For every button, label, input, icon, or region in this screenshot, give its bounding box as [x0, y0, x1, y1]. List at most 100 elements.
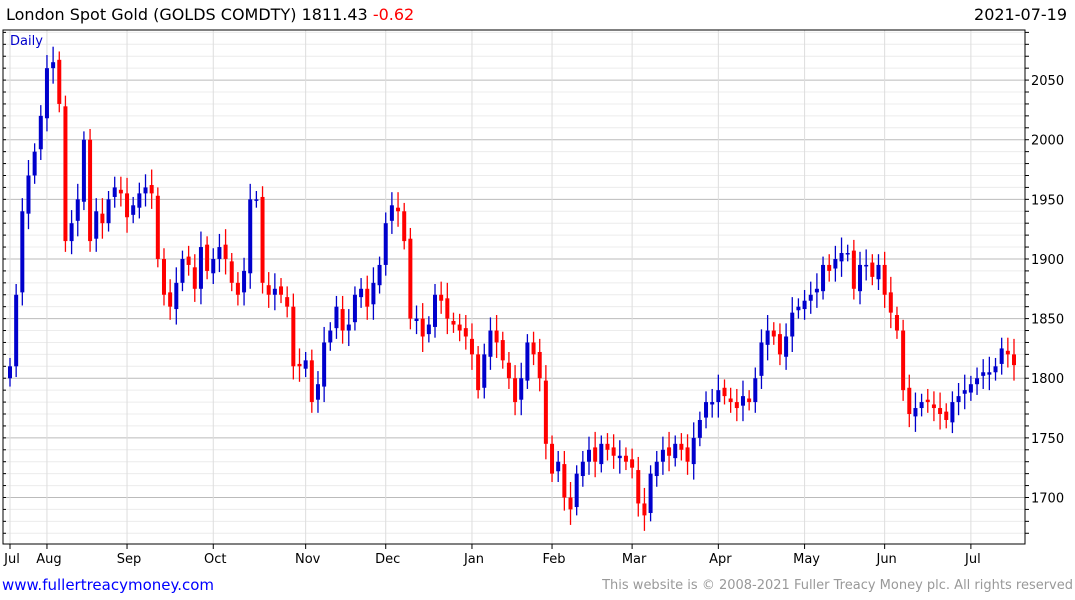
candle-body [359, 288, 364, 298]
candle-body [69, 223, 74, 242]
candle-body [642, 503, 647, 516]
x-tick-label: Nov [295, 552, 321, 567]
x-tick-label: Dec [375, 552, 400, 567]
candle-body [925, 399, 930, 403]
candle-body [543, 380, 548, 444]
candle-body [956, 396, 961, 403]
candle-body [722, 387, 727, 397]
candle-body [790, 312, 795, 337]
candle-body [882, 264, 887, 295]
website-link[interactable]: www.fullertreacymoney.com [2, 576, 215, 594]
candle-body [931, 404, 936, 409]
candle-body [383, 223, 388, 265]
candle-body [297, 363, 302, 367]
candle-body [753, 378, 758, 403]
candle-body [291, 306, 296, 367]
candle-body [771, 330, 776, 337]
candle-body [950, 402, 955, 423]
candle-body [389, 205, 394, 221]
candle-body [211, 258, 216, 274]
candle-body [901, 330, 906, 391]
candle-body [402, 211, 407, 242]
candle-body [143, 187, 148, 194]
candle-body [993, 366, 998, 373]
candle-body [605, 443, 610, 450]
candle-body [691, 437, 696, 465]
candle-body [125, 193, 130, 218]
copyright-notice: This website is © 2008-2021 Fuller Treac… [602, 578, 1073, 593]
candle-body [8, 366, 12, 379]
candle-body [913, 408, 918, 417]
candle-body [697, 419, 702, 438]
candle-body [100, 213, 105, 224]
candle-body [808, 294, 813, 301]
candle-body [26, 175, 31, 214]
candle-body [106, 199, 111, 224]
candle-body [796, 306, 801, 311]
candle-body [433, 294, 438, 327]
candle-body [112, 187, 117, 197]
candle-body [981, 372, 986, 376]
candle-body [365, 288, 370, 307]
candle-body [75, 199, 80, 221]
candle-body [174, 282, 179, 310]
candle-body [488, 330, 493, 357]
candle-body [180, 258, 185, 283]
candle-body [328, 330, 333, 343]
candle-body [217, 247, 222, 259]
candle-body [870, 262, 875, 277]
x-tick-label: Mar [622, 552, 647, 567]
candle-body [623, 455, 628, 462]
plot-frame [2, 29, 1026, 545]
candle-body [482, 354, 487, 388]
y-tick-label: 1800 [1031, 372, 1064, 387]
candle-body [580, 461, 585, 477]
candle-body [568, 497, 573, 510]
candle-body [51, 62, 56, 69]
candle-body [679, 443, 684, 450]
x-tick-label: Aug [36, 552, 61, 567]
candle-body [451, 320, 456, 325]
candle-body [525, 342, 530, 381]
y-tick-label: 1850 [1031, 313, 1064, 328]
x-tick-label: Jan [463, 552, 484, 567]
y-tick-label: 2000 [1031, 134, 1064, 149]
candle-body [759, 342, 764, 376]
candle-body [235, 282, 240, 295]
y-tick-label: 1700 [1031, 491, 1064, 506]
candle-body [630, 459, 635, 468]
candle-body [821, 264, 826, 292]
candle-body [168, 292, 173, 307]
candle-body [716, 390, 721, 403]
candle-body [1005, 350, 1010, 355]
candle-body [660, 449, 665, 462]
chart-title: London Spot Gold (GOLDS COMDTY) 1811.43 … [6, 5, 414, 24]
candle-body [894, 315, 899, 331]
candle-body [186, 256, 191, 265]
candle-body [531, 342, 536, 355]
candle-body [439, 294, 444, 301]
candle-body [420, 318, 425, 337]
candle-body [149, 185, 154, 194]
candle-body [685, 447, 690, 462]
candle-body [851, 250, 856, 289]
candle-body [88, 139, 93, 242]
x-tick-label: Jul [3, 552, 20, 567]
candle-body [38, 115, 43, 150]
chart-date: 2021-07-19 [974, 5, 1067, 24]
candle-body [537, 351, 542, 379]
candle-body [611, 447, 616, 456]
y-tick-label: 1950 [1031, 193, 1064, 208]
candle-body [118, 189, 123, 194]
instrument-name: London Spot Gold (GOLDS COMDTY) [6, 5, 297, 24]
candle-body [654, 461, 659, 477]
x-tick-label: Jun [875, 552, 896, 567]
candle-body [155, 195, 160, 259]
candle-body [94, 211, 99, 239]
candle-body [500, 340, 505, 361]
candle-body [260, 196, 265, 283]
candle-body [599, 443, 604, 465]
candle-body [469, 338, 474, 355]
candle-body [414, 318, 419, 321]
